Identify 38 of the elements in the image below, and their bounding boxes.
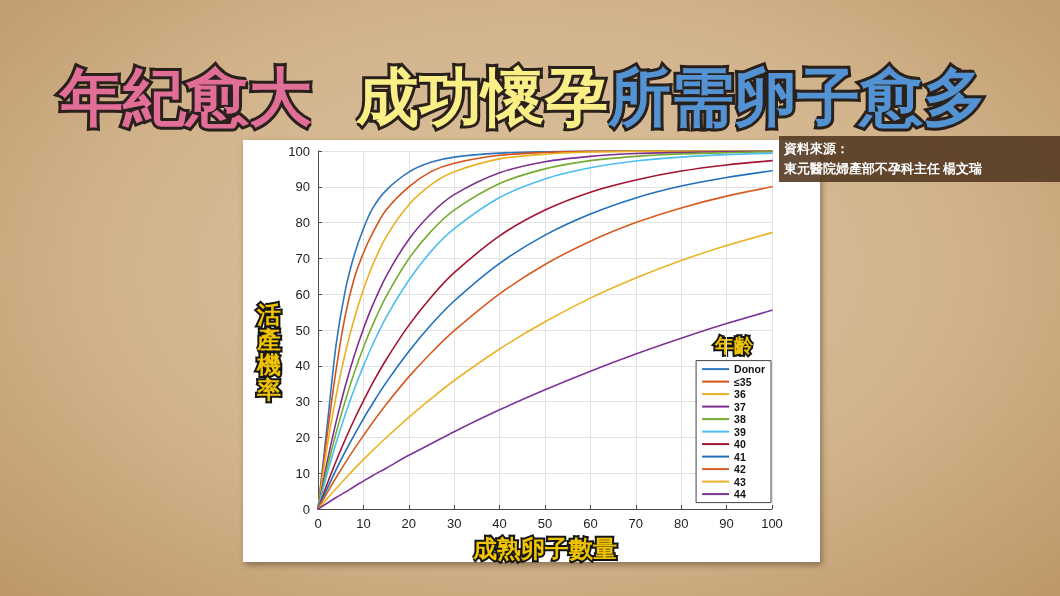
legend-label: 36	[734, 388, 746, 401]
x-tick-label: 60	[583, 516, 598, 531]
y-tick-label: 70	[295, 250, 310, 266]
x-tick-label: 100	[761, 516, 783, 531]
legend-label: 38	[734, 413, 746, 426]
source-note: 資料來源：	[783, 142, 849, 156]
x-tick-label: 50	[537, 516, 553, 531]
legend-label: 42	[734, 463, 746, 476]
x-tick-label: 70	[628, 516, 644, 531]
legend-label: Donor	[734, 363, 766, 376]
x-tick-label: 40	[492, 516, 507, 531]
legend-label: 43	[734, 475, 746, 488]
y-tick-label: 100	[288, 143, 310, 159]
y-tick-label: 50	[295, 322, 310, 338]
x-tick-label: 30	[446, 516, 462, 531]
legend-label: 44	[734, 488, 746, 501]
x-tick-label: 10	[356, 516, 371, 531]
x-tick-label: 0	[314, 516, 322, 531]
legend-label: 37	[734, 400, 746, 413]
legend-label: 41	[734, 450, 746, 463]
y-tick-label: 80	[295, 215, 310, 231]
x-axis-title: 成熟卵子數量	[472, 535, 617, 563]
legend-label: ≤35	[734, 375, 752, 388]
legend-label: 40	[734, 438, 746, 451]
x-tick-label: 90	[719, 516, 734, 531]
x-tick-label: 80	[673, 516, 689, 531]
y-tick-label: 0	[302, 501, 310, 517]
y-tick-label: 60	[295, 286, 310, 302]
y-tick-label: 90	[295, 179, 310, 195]
y-tick-label: 20	[295, 429, 310, 445]
x-tick-label: 20	[401, 516, 417, 531]
legend-label: 39	[734, 425, 746, 438]
y-tick-label: 30	[295, 394, 310, 410]
chart-title: 年紀愈大 成功懷孕所需卵子愈多	[58, 61, 986, 132]
y-axis-title: 活產機率	[256, 301, 281, 403]
text: 東元醫院婦產部不孕科主任 楊文瑞	[783, 161, 983, 176]
y-tick-label: 10	[295, 465, 310, 481]
y-tick-label: 40	[295, 358, 310, 374]
